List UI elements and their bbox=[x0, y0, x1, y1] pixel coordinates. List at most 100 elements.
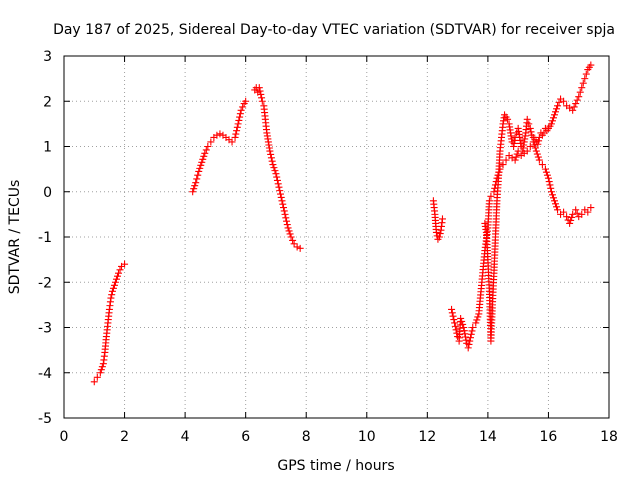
data-point bbox=[107, 294, 115, 302]
data-point bbox=[242, 97, 250, 105]
data-point bbox=[282, 214, 290, 222]
data-point bbox=[548, 191, 556, 199]
data-point bbox=[190, 185, 198, 193]
data-point bbox=[286, 230, 294, 238]
data-point bbox=[196, 164, 204, 172]
data-point bbox=[239, 103, 247, 111]
x-tick-label: 18 bbox=[600, 429, 618, 445]
data-point bbox=[452, 326, 460, 334]
data-point bbox=[527, 128, 535, 136]
data-point bbox=[256, 87, 264, 95]
data-point bbox=[438, 215, 446, 223]
y-tick-label: -1 bbox=[38, 230, 52, 246]
data-point bbox=[108, 291, 116, 299]
y-tick-label: 2 bbox=[43, 94, 52, 110]
y-tick-labels: -5 -4 -3 -2 -1 0 1 2 3 bbox=[38, 49, 52, 427]
data-point bbox=[235, 116, 243, 124]
data-point bbox=[90, 378, 98, 386]
data-point bbox=[270, 164, 278, 172]
data-point bbox=[435, 233, 443, 241]
data-point bbox=[96, 369, 104, 377]
data-point bbox=[534, 140, 542, 148]
data-point bbox=[283, 221, 291, 229]
data-point bbox=[570, 103, 578, 111]
data-point bbox=[287, 233, 295, 241]
y-tick-label: 1 bbox=[43, 140, 52, 156]
series-pass-A bbox=[90, 260, 129, 386]
data-point bbox=[560, 208, 568, 216]
grid bbox=[64, 56, 609, 418]
data-point bbox=[197, 161, 205, 169]
data-point bbox=[546, 181, 554, 189]
data-point bbox=[545, 178, 553, 186]
data-point bbox=[552, 108, 560, 116]
data-point bbox=[579, 79, 587, 87]
data-point bbox=[278, 197, 286, 205]
data-point bbox=[451, 322, 459, 330]
data-point bbox=[200, 152, 208, 160]
data-point bbox=[573, 96, 581, 104]
x-tick-label: 8 bbox=[302, 429, 311, 445]
x-tick-label: 0 bbox=[60, 429, 69, 445]
data-point bbox=[474, 313, 482, 321]
data-point bbox=[195, 167, 203, 175]
data-point bbox=[269, 161, 277, 169]
data-point bbox=[198, 158, 206, 166]
data-point bbox=[228, 138, 236, 146]
data-point bbox=[93, 373, 101, 381]
data-point bbox=[544, 174, 552, 182]
data-point bbox=[448, 309, 456, 317]
data-point bbox=[276, 190, 284, 198]
data-point bbox=[271, 167, 279, 175]
data-point bbox=[296, 244, 304, 252]
data-point bbox=[237, 106, 245, 114]
axis-ticks bbox=[63, 55, 610, 419]
series-pass-C bbox=[251, 84, 304, 252]
data-point bbox=[531, 144, 539, 152]
data-point bbox=[569, 210, 577, 218]
x-tick-label: 6 bbox=[241, 429, 250, 445]
data-point bbox=[542, 168, 550, 176]
data-point bbox=[268, 157, 276, 165]
y-axis-label: SDTVAR / TECUs bbox=[7, 180, 23, 295]
data-point bbox=[461, 330, 469, 338]
data-point bbox=[526, 143, 534, 150]
series-pass-F bbox=[481, 61, 595, 345]
series-pass-B bbox=[189, 97, 250, 196]
data-point bbox=[457, 314, 465, 322]
data-point bbox=[281, 210, 289, 218]
data-point bbox=[548, 117, 556, 125]
data-point bbox=[469, 324, 477, 331]
data-point bbox=[525, 120, 533, 128]
data-point bbox=[448, 305, 456, 313]
data-point bbox=[569, 106, 577, 114]
data-point bbox=[512, 153, 520, 161]
data-point bbox=[575, 93, 583, 101]
data-point bbox=[502, 156, 510, 164]
series-pass-D bbox=[429, 197, 446, 243]
data-point bbox=[523, 115, 531, 123]
data-point bbox=[451, 319, 459, 327]
data-point bbox=[112, 275, 120, 283]
x-axis-label: GPS time / hours bbox=[277, 458, 394, 474]
data-point bbox=[472, 319, 480, 327]
data-point bbox=[553, 105, 561, 113]
data-point bbox=[581, 75, 589, 83]
data-point bbox=[199, 155, 207, 163]
series-pass-E bbox=[448, 138, 595, 352]
data-point bbox=[267, 150, 275, 158]
data-point bbox=[458, 317, 466, 325]
data-point bbox=[233, 123, 241, 131]
data-point bbox=[191, 182, 199, 190]
data-point bbox=[234, 120, 242, 128]
data-point bbox=[284, 224, 292, 232]
data-point bbox=[541, 165, 549, 173]
data-point bbox=[473, 316, 481, 324]
data-point bbox=[532, 147, 540, 155]
data-point bbox=[587, 204, 595, 212]
data-point bbox=[535, 137, 543, 145]
data-point bbox=[549, 194, 557, 202]
data-point bbox=[534, 153, 542, 161]
y-tick-label: 0 bbox=[43, 185, 52, 201]
